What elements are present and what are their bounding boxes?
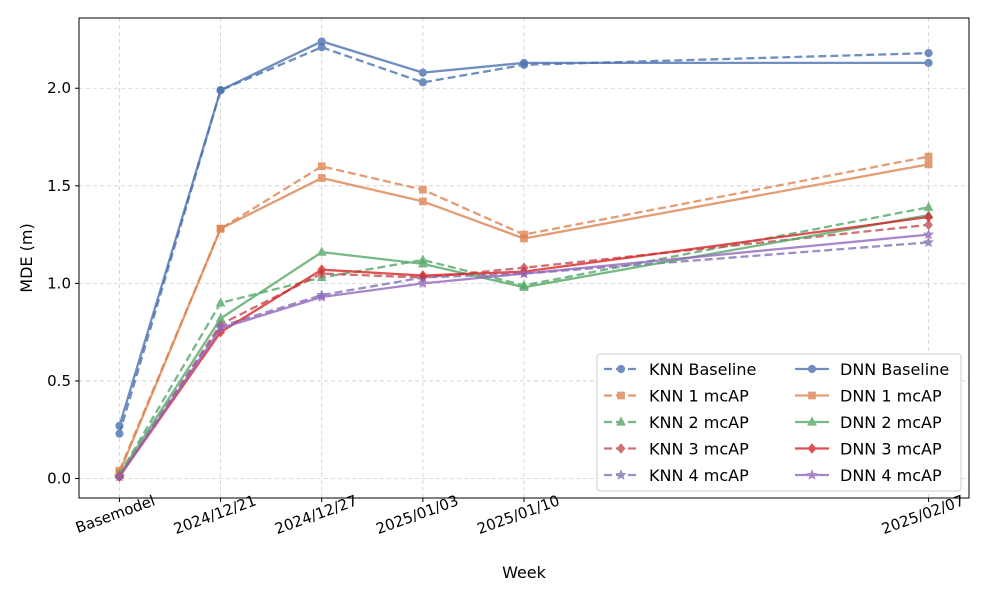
- x-axis-label: Week: [502, 563, 547, 582]
- legend-item: [795, 416, 829, 426]
- legend-item: [795, 469, 829, 480]
- data-point: [520, 234, 528, 243]
- legend-swatch-marker: [616, 364, 626, 374]
- data-point: [215, 312, 226, 323]
- series-layer: [113, 37, 935, 482]
- legend-label: DNN 2 mcAP: [840, 413, 942, 432]
- legend-item: [795, 391, 829, 400]
- series-line: [118, 223, 929, 478]
- series-line: [118, 213, 929, 476]
- data-point: [316, 246, 327, 256]
- data-point: [317, 37, 326, 46]
- legend-swatch-marker: [615, 469, 627, 480]
- data-point: [113, 470, 125, 482]
- legend: KNN Baseline KNN 1 mcAP KNN 2 mcAP KNN 3 mc…: [596, 353, 962, 492]
- data-point: [923, 228, 935, 240]
- legend-label: DNN 4 mcAP: [840, 466, 942, 485]
- data-point: [418, 197, 427, 206]
- y-axis-label: MDE (m): [17, 223, 36, 292]
- data-point: [418, 185, 427, 194]
- data-point: [216, 224, 225, 233]
- legend-swatch-marker: [807, 416, 817, 426]
- data-point: [417, 258, 428, 268]
- series-line: [118, 206, 929, 476]
- legend-swatch-marker: [808, 391, 816, 400]
- data-point: [519, 281, 529, 291]
- data-point: [924, 49, 933, 58]
- legend-box: [596, 353, 962, 492]
- legend-label: KNN 1 mcAP: [649, 387, 749, 406]
- legend-label: KNN 2 mcAP: [649, 413, 749, 432]
- series-dnn-4-mcap: [113, 228, 935, 482]
- data-point: [215, 297, 226, 307]
- data-point: [924, 152, 933, 161]
- y-tick-label: 1.0: [47, 274, 71, 292]
- data-point: [317, 162, 326, 171]
- data-point: [417, 277, 429, 289]
- y-axis: 0.0 0.5 1.0 1.5 2.0: [47, 79, 79, 487]
- legend-item: [604, 443, 638, 454]
- legend-label: KNN 3 mcAP: [649, 440, 749, 459]
- data-point: [115, 429, 124, 438]
- legend-swatch-marker: [616, 443, 626, 454]
- series-line: [118, 40, 929, 427]
- y-tick-label: 2.0: [47, 79, 71, 97]
- data-point: [115, 421, 124, 430]
- y-tick-label: 0.5: [47, 372, 71, 390]
- data-point: [316, 291, 328, 302]
- series-line: [118, 163, 929, 474]
- legend-item: [604, 469, 638, 480]
- series-line: [118, 233, 929, 478]
- data-point: [317, 264, 327, 275]
- data-point: [317, 174, 326, 182]
- legend-label: KNN 4 mcAP: [649, 466, 749, 485]
- legend-label: DNN 3 mcAP: [840, 440, 942, 459]
- series-dnn-baseline: [115, 37, 933, 430]
- y-tick-label: 1.5: [47, 177, 71, 195]
- legend-label: DNN Baseline: [840, 360, 949, 379]
- legend-swatch-marker: [616, 416, 626, 426]
- data-point: [924, 160, 933, 169]
- y-tick-label: 0.0: [47, 469, 71, 487]
- legend-label: KNN Baseline: [649, 360, 756, 379]
- legend-item: [795, 443, 829, 454]
- legend-item: [604, 391, 638, 400]
- data-point: [923, 201, 934, 211]
- legend-swatch-marker: [807, 364, 817, 374]
- data-point: [924, 211, 934, 223]
- legend-swatch-marker: [617, 391, 625, 400]
- data-point: [215, 322, 227, 333]
- data-point: [418, 68, 427, 77]
- data-point: [924, 58, 933, 67]
- data-point: [418, 78, 427, 87]
- legend-item: [604, 364, 638, 374]
- data-point: [923, 236, 935, 248]
- data-point: [216, 86, 225, 95]
- legend-swatch-marker: [807, 443, 817, 454]
- data-point: [519, 58, 529, 67]
- legend-label: DNN 1 mcAP: [840, 387, 942, 406]
- data-point: [518, 267, 530, 279]
- series-line: [118, 215, 929, 478]
- legend-swatch-marker: [806, 469, 818, 480]
- legend-item: [795, 364, 829, 374]
- legend-item: [604, 416, 638, 426]
